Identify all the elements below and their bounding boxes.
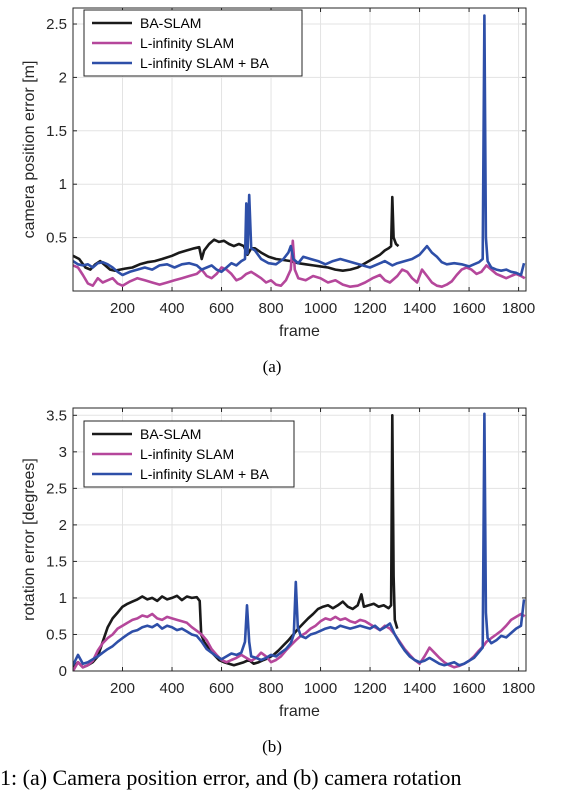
- x-tick-label: 800: [259, 300, 284, 317]
- y-tick-label: 0.5: [46, 626, 67, 643]
- x-tick-label: 600: [209, 300, 234, 317]
- y-tick-label: 0.5: [46, 230, 67, 247]
- x-tick-label: 1800: [502, 680, 535, 697]
- figure-caption: 1: (a) Camera position error, and (b) ca…: [0, 765, 462, 790]
- legend: BA-SLAM L-infinity SLAM L-infinity SLAM + …: [83, 9, 303, 77]
- legend-entry: BA-SLAM: [140, 15, 201, 31]
- x-axis-label: frame: [279, 323, 320, 340]
- legend-entry: BA-SLAM: [140, 426, 201, 442]
- y-tick-label: 3: [59, 444, 67, 461]
- x-tick-label: 400: [160, 680, 185, 697]
- x-tick-label: 200: [110, 680, 135, 697]
- y-tick-label: 0: [59, 663, 67, 680]
- series-line-l-infinity-slam-ba: [73, 412, 526, 667]
- x-tick-label: 400: [160, 300, 185, 317]
- x-tick-label: 1600: [452, 680, 485, 697]
- x-tick-label: 1400: [403, 680, 436, 697]
- legend-entry: L-infinity SLAM + BA: [140, 55, 269, 71]
- series-line-l-infinity-slam: [73, 239, 526, 288]
- x-tick-label: 200: [110, 300, 135, 317]
- y-tick-label: 2: [59, 517, 67, 534]
- panel-b-rotation-error: 200 400 600 800 1000 1200 1400 1600 1800 0 0.5 1 1.5…: [21, 407, 535, 756]
- y-tick-label: 1.5: [46, 553, 67, 570]
- legend-entry: L-infinity SLAM + BA: [140, 466, 269, 482]
- x-tick-label: 1400: [403, 300, 436, 317]
- x-tick-label: 1200: [353, 680, 386, 697]
- x-tick-label: 1000: [304, 680, 337, 697]
- legend-entry: L-infinity SLAM: [140, 35, 234, 51]
- y-tick-label: 1.5: [46, 123, 67, 140]
- x-tick-label: 1200: [353, 300, 386, 317]
- x-axis-label: frame: [279, 703, 320, 720]
- legend-entry: L-infinity SLAM: [140, 446, 234, 462]
- y-tick-label: 1: [59, 590, 67, 607]
- x-tick-label: 1000: [304, 300, 337, 317]
- y-tick-label: 2.5: [46, 16, 67, 33]
- x-tick-label: 600: [209, 680, 234, 697]
- series-line-l-infinity-slam-ba: [73, 14, 526, 277]
- axes-box: [72, 7, 527, 292]
- legend: BA-SLAM L-infinity SLAM L-infinity SLAM + …: [83, 420, 295, 488]
- subfigure-label: (b): [262, 737, 282, 756]
- y-axis-label: camera position error [m]: [21, 61, 38, 239]
- subfigure-label: (a): [263, 357, 282, 376]
- y-axis-label: rotation error [degrees]: [21, 458, 38, 621]
- y-tick-label: 2.5: [46, 480, 67, 497]
- x-tick-label: 1600: [452, 300, 485, 317]
- x-tick-label: 800: [259, 680, 284, 697]
- series-line-ba-slam: [73, 414, 399, 669]
- axes-box: [72, 407, 527, 672]
- y-tick-label: 3.5: [46, 407, 67, 424]
- panel-a-position-error: 200 400 600 800 1000 1200 1400 1600 1800 0.5 1 1.5 2…: [21, 7, 535, 376]
- y-tick-label: 2: [59, 69, 67, 86]
- x-tick-label: 1800: [502, 300, 535, 317]
- y-tick-label: 1: [59, 176, 67, 193]
